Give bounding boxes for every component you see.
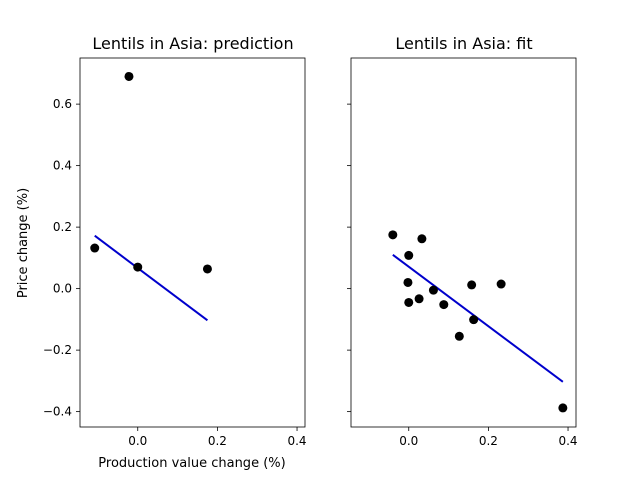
prediction-y-tick-label: 0.2	[53, 220, 72, 234]
prediction-y-tick-label: −0.4	[43, 405, 72, 419]
prediction-points	[90, 71, 212, 274]
fit-data-point	[469, 315, 479, 325]
prediction-data-point	[90, 243, 100, 253]
fit-x-ticks: 0.0 0.2 0.4	[399, 427, 578, 448]
y-axis-label: Price change (%)	[16, 188, 31, 298]
fit-x-tick-label: 0.0	[399, 434, 418, 448]
prediction-data-point	[124, 71, 134, 81]
prediction-x-tick-label: 0.2	[208, 434, 227, 448]
fit-data-point	[558, 403, 568, 413]
prediction-fit-line	[94, 234, 209, 322]
prediction-data-point	[202, 264, 212, 274]
prediction-x-axis-label: Production value change (%)	[98, 456, 285, 471]
fit-data-point	[467, 280, 477, 290]
prediction-y-tick-label: 0.4	[53, 159, 72, 173]
prediction-panel: Lentils in Asia: prediction 0.0 0.2 0.4 −0…	[16, 34, 307, 471]
fit-title: Lentils in Asia: fit	[395, 34, 532, 53]
prediction-y-ticks: −0.4 −0.2 0.0 0.2 0.4 0.6	[43, 97, 80, 419]
fit-panel: Lentils in Asia: fit 0.0 0.2 0.4	[347, 34, 578, 448]
fit-data-point	[388, 230, 398, 240]
prediction-title: Lentils in Asia: prediction	[92, 34, 293, 53]
fit-points	[388, 230, 568, 413]
prediction-y-tick-label: 0.0	[53, 282, 72, 296]
prediction-x-tick-label: 0.0	[128, 434, 147, 448]
fit-data-point	[428, 285, 438, 295]
fit-y-ticks	[347, 103, 351, 413]
prediction-plot-frame	[79, 57, 306, 428]
prediction-y-tick-label: −0.2	[43, 343, 72, 357]
prediction-y-tick-label: 0.6	[53, 97, 72, 111]
fit-data-point	[439, 300, 449, 310]
fit-data-point	[403, 277, 413, 287]
prediction-x-tick-label: 0.4	[287, 434, 306, 448]
fit-x-tick-label: 0.2	[479, 434, 498, 448]
prediction-fit-line-group	[94, 234, 209, 322]
fit-data-point	[404, 250, 414, 260]
prediction-data-point	[133, 262, 143, 272]
fit-data-point	[454, 331, 464, 341]
fit-data-point	[496, 279, 506, 289]
fit-data-point	[417, 234, 427, 244]
fit-data-point	[404, 297, 414, 307]
fit-x-tick-label: 0.4	[558, 434, 577, 448]
fit-data-point	[414, 294, 424, 304]
fit-plot-frame	[350, 57, 577, 428]
prediction-x-ticks: 0.0 0.2 0.4	[128, 427, 307, 448]
